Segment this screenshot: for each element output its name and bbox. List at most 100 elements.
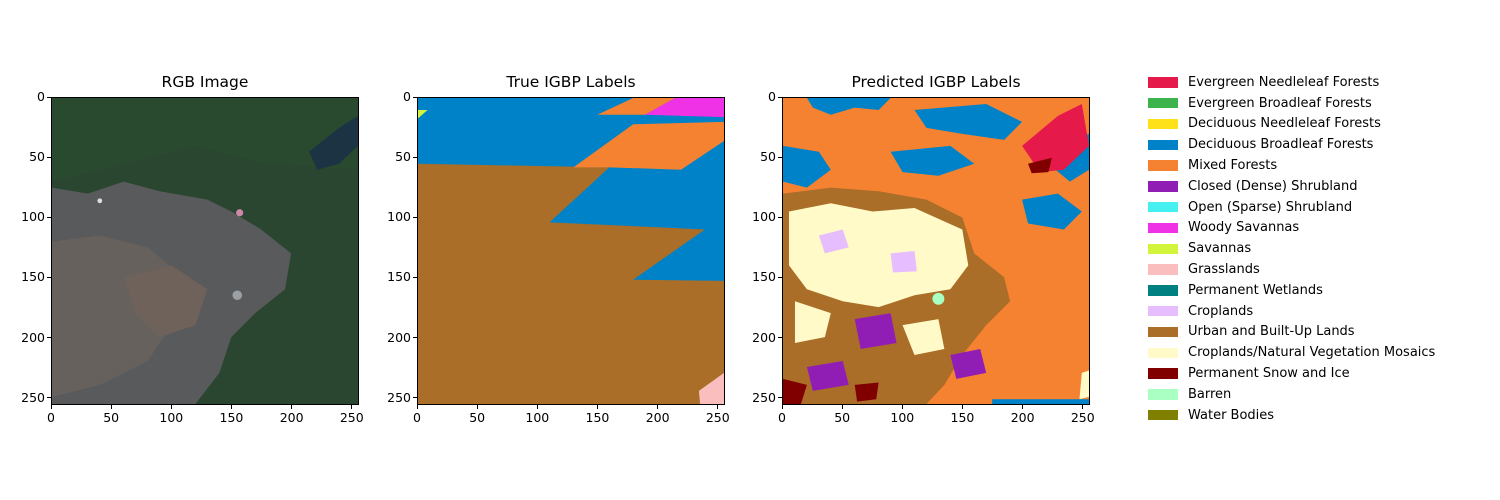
y-tick-label: 150 xyxy=(21,269,45,285)
legend-swatch xyxy=(1148,222,1178,234)
urban-region xyxy=(418,163,724,404)
cropland-patch xyxy=(818,229,849,254)
legend-swatch xyxy=(1148,97,1178,109)
pink-patch xyxy=(236,209,244,217)
legend-label: Permanent Wetlands xyxy=(1188,282,1323,298)
legend-label: Mixed Forests xyxy=(1188,158,1278,174)
y-tick-mark xyxy=(413,276,417,278)
x-tick-label: 50 xyxy=(103,410,120,425)
x-tick-mark xyxy=(717,405,719,409)
legend-item: Closed (Dense) Shrubland xyxy=(1148,176,1435,197)
x-tick-label: 150 xyxy=(585,410,610,425)
x-tick-label: 50 xyxy=(469,410,486,425)
x-tick-label: 200 xyxy=(1010,410,1035,425)
legend-label: Croplands xyxy=(1188,303,1254,319)
y-tick-label: 0 xyxy=(768,89,776,104)
x-tick-mark xyxy=(596,405,598,409)
legend-swatch xyxy=(1148,305,1178,317)
legend-label: Urban and Built-Up Lands xyxy=(1188,324,1355,340)
cropland-patch xyxy=(890,251,917,273)
water-patch xyxy=(914,103,1023,140)
y-tick-label: 50 xyxy=(760,149,776,165)
legend-item: Water Bodies xyxy=(1148,405,1435,426)
snow-ice-patch xyxy=(854,382,879,402)
x-tick-mark xyxy=(781,405,783,409)
x-tick-mark xyxy=(351,405,353,409)
legend-item: Woody Savannas xyxy=(1148,218,1435,239)
x-tick-label: 0 xyxy=(413,410,421,425)
predicted-label-map xyxy=(782,97,1090,405)
y-tick-mark xyxy=(413,397,417,399)
mosaic-region xyxy=(794,301,831,344)
evergreen-needleleaf-patch xyxy=(1022,103,1089,173)
legend-swatch xyxy=(1148,347,1178,358)
y-tick-mark xyxy=(778,337,782,339)
legend-swatch xyxy=(1148,181,1178,192)
x-tick-mark xyxy=(901,405,903,409)
legend-swatch xyxy=(1148,285,1178,296)
legend-item: Savannas xyxy=(1148,238,1435,259)
mosaic-region xyxy=(902,319,945,355)
y-tick-label: 50 xyxy=(395,149,411,165)
water-body xyxy=(308,115,358,170)
legend-item: Croplands/Natural Vegetation Mosaics xyxy=(1148,342,1435,363)
bright-patch xyxy=(232,290,243,301)
legend-swatch xyxy=(1148,160,1178,171)
x-tick-label: 150 xyxy=(219,410,244,425)
mosaic-region xyxy=(788,203,969,308)
legend-label: Deciduous Needleleaf Forests xyxy=(1188,116,1381,132)
y-tick-label: 0 xyxy=(37,89,45,104)
woody-savanna-region xyxy=(645,98,724,118)
y-tick-mark xyxy=(778,156,782,158)
shrubland-patch xyxy=(806,360,849,391)
y-tick-mark xyxy=(47,397,51,399)
true-label-svg xyxy=(418,98,724,404)
water-patch xyxy=(783,145,831,188)
x-tick-label: 150 xyxy=(950,410,975,425)
mosaic-region xyxy=(1079,370,1089,400)
legend-label: Evergreen Broadleaf Forests xyxy=(1188,95,1372,111)
legend-label: Grasslands xyxy=(1188,262,1260,278)
y-tick-mark xyxy=(413,337,417,339)
x-tick-mark xyxy=(476,405,478,409)
y-tick-mark xyxy=(413,96,417,98)
chart-title: RGB Image xyxy=(161,73,249,91)
y-tick-mark xyxy=(778,276,782,278)
x-tick-mark xyxy=(1022,405,1024,409)
rgb-image xyxy=(51,97,359,405)
x-tick-mark xyxy=(416,405,418,409)
legend-swatch xyxy=(1148,326,1178,338)
y-tick-mark xyxy=(413,156,417,158)
legend-item: Permanent Snow and Ice xyxy=(1148,363,1435,384)
legend-item: Urban and Built-Up Lands xyxy=(1148,322,1435,343)
water-patch xyxy=(890,145,975,176)
white-patch xyxy=(97,198,103,204)
y-tick-label: 100 xyxy=(21,209,45,225)
legend-item: Grasslands xyxy=(1148,259,1435,280)
y-tick-label: 250 xyxy=(387,389,411,405)
y-tick-mark xyxy=(778,216,782,218)
y-tick-label: 150 xyxy=(387,269,411,285)
legend-swatch xyxy=(1148,201,1178,213)
x-tick-label: 250 xyxy=(1070,410,1095,425)
legend-swatch xyxy=(1148,77,1178,88)
legend-label: Evergreen Needleleaf Forests xyxy=(1188,74,1380,90)
x-tick-mark xyxy=(230,405,232,409)
x-tick-label: 50 xyxy=(834,410,851,425)
y-tick-label: 100 xyxy=(752,209,776,225)
y-tick-label: 100 xyxy=(387,209,411,225)
y-tick-label: 200 xyxy=(21,329,45,345)
chart-title: Predicted IGBP Labels xyxy=(851,73,1021,91)
legend-item: Croplands xyxy=(1148,301,1435,322)
x-tick-mark xyxy=(657,405,659,409)
legend-swatch xyxy=(1148,118,1178,130)
x-tick-mark xyxy=(1082,405,1084,409)
y-tick-label: 50 xyxy=(29,149,45,165)
y-tick-label: 250 xyxy=(752,389,776,405)
x-tick-mark xyxy=(961,405,963,409)
y-tick-label: 0 xyxy=(403,89,411,104)
y-tick-mark xyxy=(47,216,51,218)
y-tick-mark xyxy=(778,397,782,399)
urban-brown xyxy=(123,265,208,338)
legend-swatch xyxy=(1148,139,1178,151)
